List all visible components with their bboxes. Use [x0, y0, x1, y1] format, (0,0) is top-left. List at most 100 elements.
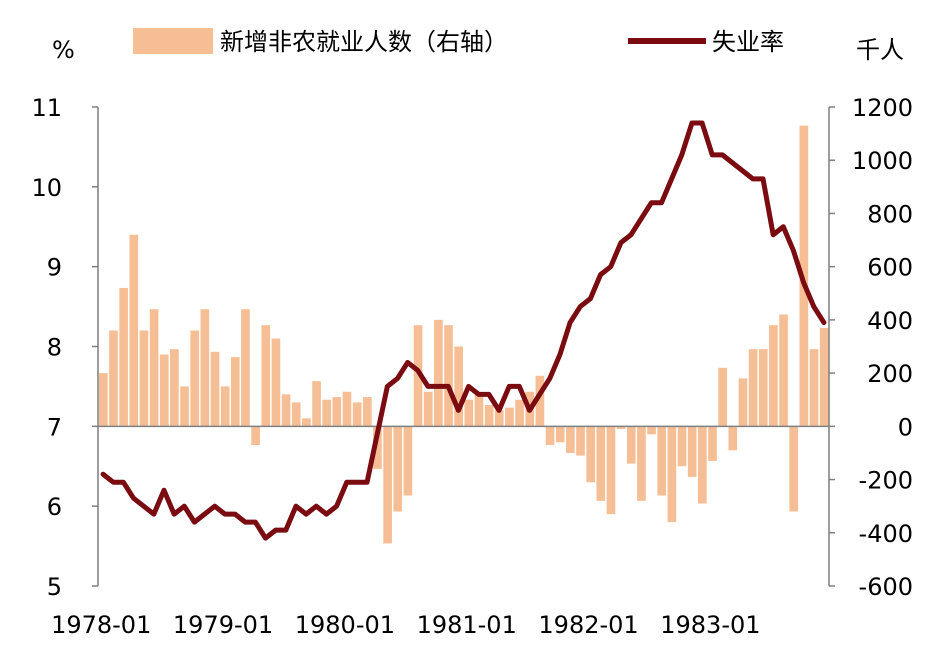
bar — [596, 426, 606, 501]
bar — [373, 426, 382, 469]
bar — [637, 426, 646, 501]
bar — [129, 234, 139, 427]
bar — [149, 309, 159, 427]
bar — [626, 426, 636, 464]
bar — [332, 397, 342, 427]
bar — [474, 394, 484, 427]
bar — [281, 394, 291, 427]
legend-line-label: 失业率 — [712, 28, 784, 56]
bar — [748, 349, 758, 427]
bar — [180, 386, 189, 427]
bar — [99, 373, 108, 427]
left-tick-label: 10 — [31, 174, 62, 202]
bar — [566, 426, 575, 453]
bar — [302, 418, 311, 427]
bar — [251, 426, 260, 445]
right-tick-label: 800 — [867, 200, 913, 228]
right-tick-label: 200 — [867, 360, 913, 388]
bar — [789, 426, 799, 512]
bar — [230, 357, 240, 427]
bar — [220, 386, 230, 427]
left-axis-unit: % — [52, 36, 75, 64]
right-axis-unit: 千人 — [856, 36, 904, 64]
bar — [819, 327, 829, 427]
bar — [505, 407, 514, 427]
bar — [698, 426, 707, 504]
right-tick-label: 0 — [898, 413, 913, 441]
right-tick-label: -400 — [859, 520, 913, 548]
x-tick-label: 1978-01 — [51, 611, 151, 639]
legend-bar-label: 新增非农就业人数（右轴） — [220, 28, 508, 56]
line-layer — [100, 120, 827, 541]
bar — [647, 426, 656, 435]
bar — [454, 346, 463, 427]
bar — [119, 287, 128, 427]
bar — [464, 399, 474, 427]
bar — [423, 391, 433, 427]
right-tick-label: 400 — [867, 307, 913, 335]
left-tick-label: 7 — [47, 413, 62, 441]
bar — [444, 325, 453, 427]
bar — [383, 426, 392, 544]
x-tick-label: 1980-01 — [295, 611, 395, 639]
bars-layer — [99, 125, 829, 544]
bar — [494, 410, 504, 427]
legend-bar-swatch — [133, 28, 213, 54]
bar — [687, 426, 697, 477]
bar — [342, 391, 352, 427]
x-tick-label: 1983-01 — [660, 611, 760, 639]
x-tick-label: 1982-01 — [538, 611, 638, 639]
bar — [413, 325, 423, 427]
bar — [271, 338, 281, 427]
bar — [779, 314, 788, 427]
legend: 新增非农就业人数（右轴） 失业率 — [133, 28, 784, 56]
bar — [484, 405, 494, 427]
x-tick-label: 1981-01 — [417, 611, 517, 639]
bar — [241, 309, 250, 427]
bar — [809, 349, 819, 427]
x-tick-label: 1979-01 — [173, 611, 273, 639]
bar — [109, 330, 118, 427]
bar — [362, 397, 372, 427]
bar — [159, 354, 169, 427]
right-tick-label: 600 — [867, 254, 913, 282]
left-tick-label: 8 — [47, 334, 62, 362]
bar — [545, 426, 555, 445]
bar — [200, 309, 210, 427]
bar — [210, 351, 220, 427]
right-tick-label: 1000 — [852, 147, 913, 175]
bar — [515, 399, 524, 427]
bar — [403, 426, 413, 496]
axes-layer — [92, 106, 835, 587]
bar — [738, 378, 748, 427]
bar — [616, 426, 626, 429]
left-tick-label: 6 — [47, 493, 62, 521]
bar — [586, 426, 595, 483]
bar — [677, 426, 687, 467]
bar — [769, 325, 778, 427]
left-tick-label: 9 — [47, 254, 62, 282]
bar — [535, 375, 545, 427]
bar — [667, 426, 677, 523]
unemployment-rate-line — [100, 120, 827, 541]
bar — [606, 426, 616, 515]
left-tick-label: 5 — [47, 573, 62, 601]
bar — [657, 426, 667, 496]
bar — [555, 426, 565, 443]
bar — [434, 319, 443, 427]
bar — [312, 381, 321, 427]
right-tick-label: -600 — [859, 573, 913, 601]
bar — [718, 367, 727, 427]
right-tick-label: 1200 — [852, 94, 913, 122]
bar — [261, 325, 271, 427]
bar — [708, 426, 717, 461]
bar — [322, 399, 332, 427]
bar — [139, 330, 149, 427]
bar — [576, 426, 585, 456]
text-layer: % 千人 5 6 7 8 9 10 11 -600 -400 -200 0 200 400 600 800 1… — [31, 36, 913, 639]
bar — [728, 426, 738, 451]
left-tick-label: 11 — [31, 94, 62, 122]
bar — [291, 402, 301, 427]
